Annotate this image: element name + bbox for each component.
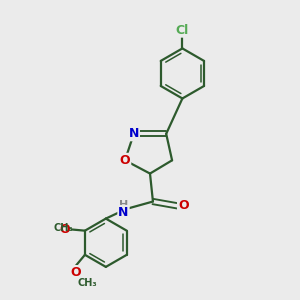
Text: CH₃: CH₃ [53, 223, 73, 233]
Text: CH₃: CH₃ [78, 278, 97, 287]
Text: N: N [129, 127, 139, 140]
Text: Cl: Cl [176, 24, 189, 37]
Text: N: N [118, 206, 129, 219]
Text: H: H [119, 200, 128, 210]
Text: O: O [71, 266, 81, 279]
Text: O: O [120, 154, 130, 167]
Text: O: O [178, 200, 189, 212]
Text: O: O [59, 223, 70, 236]
